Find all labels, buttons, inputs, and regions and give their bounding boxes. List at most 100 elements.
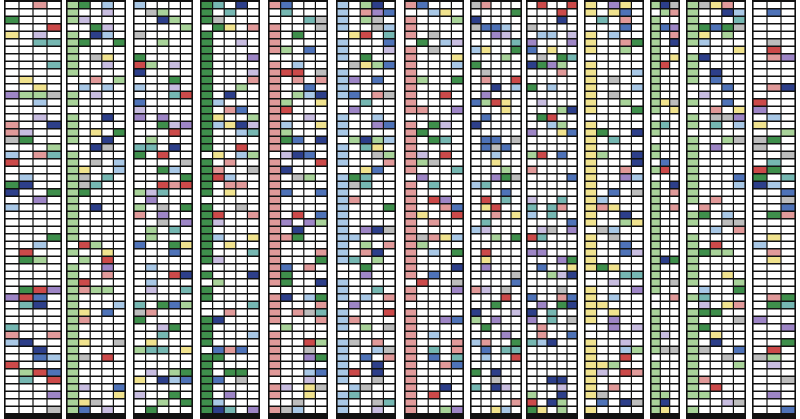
grid-cell [213,114,224,121]
grid-cell [134,332,145,338]
grid-cell [337,227,348,233]
grid-cell [169,407,180,413]
grid-cell [181,47,192,53]
grid-cell [471,219,481,226]
grid-cell [608,62,620,68]
grid-cell [102,62,113,68]
grid-cell [181,92,192,98]
grid-cell [511,92,521,98]
grid-cell [440,369,451,376]
grid-cell [201,159,212,166]
grid-cell [169,189,180,196]
grid-cell [722,107,733,113]
grid-cell [19,39,33,46]
grid-cell [597,279,608,286]
grid-cell [372,234,383,241]
grid-cell [201,264,212,271]
grid-cell [547,219,557,226]
grid-cell [213,17,224,23]
grid-cell [440,84,451,91]
grid-cell [47,279,61,286]
grid-cell [360,189,372,196]
grid-cell [224,234,236,241]
grid-cell [481,77,491,83]
grid-cell [511,279,521,286]
grid-cell [213,212,224,218]
grid-cell [384,264,395,271]
grid-cell [102,17,113,23]
grid-cell [710,384,722,391]
grid-cell [651,39,660,46]
grid-cell [452,47,463,53]
grid-cell [304,294,315,301]
grid-cell [501,174,511,181]
grid-cell [537,107,547,113]
grid-cell [471,294,481,301]
grid-cell [651,302,660,308]
grid-cell [597,159,608,166]
grid-cell [670,234,679,241]
grid-cell [134,9,145,16]
grid-cell [236,189,247,196]
grid-cell [224,69,236,76]
grid-cell [47,144,61,151]
grid-cell [501,32,511,38]
grid-cell [146,39,157,46]
grid-cell [224,339,236,346]
grid-cell [67,234,78,241]
grid-cell [146,369,157,376]
grid-cell [440,362,451,368]
grid-cell [722,332,733,338]
grid-cell [440,407,451,413]
panel-p6 [336,0,396,419]
grid-cell [537,219,547,226]
grid-cell [281,182,292,188]
grid-cell [47,159,61,166]
grid-cell [481,294,491,301]
grid-cell [632,234,643,241]
grid-cell [337,369,348,376]
grid-cell [511,62,521,68]
grid-cell [734,249,745,256]
grid-cell [281,54,292,61]
grid-cell [753,114,767,121]
grid-cell [660,39,670,46]
grid-cell [384,62,395,68]
grid-cell [157,347,169,353]
grid-cell [501,69,511,76]
grid-cell [337,362,348,368]
grid-cell [79,54,90,61]
grid-cell [349,84,360,91]
grid-cell [527,399,537,406]
grid-cell [281,324,292,331]
grid-cell [632,69,643,76]
grid-cell [169,9,180,16]
grid-cell [19,182,33,188]
grid-cell [734,309,745,316]
grid-cell [660,332,670,338]
grid-cell [527,324,537,331]
grid-cell [19,107,33,113]
grid-cell [372,264,383,271]
grid-cell [169,47,180,53]
grid-cell [670,294,679,301]
grid-cell [201,347,212,353]
grid-cell [471,272,481,278]
grid-cell [269,17,280,23]
grid-cell [169,234,180,241]
grid-cell [608,377,620,383]
grid-cell [372,272,383,278]
grid-cell [304,77,315,83]
grid-cell [372,99,383,106]
grid-cell [537,84,547,91]
grid-cell [651,407,660,413]
grid-cell [337,197,348,203]
grid-cell [471,332,481,338]
grid-cell [316,279,327,286]
grid-cell [224,377,236,383]
grid-cell [687,302,698,308]
grid-cell [102,69,113,76]
grid-cell [269,399,280,406]
grid-cell [47,9,61,16]
grid-cell [281,302,292,308]
